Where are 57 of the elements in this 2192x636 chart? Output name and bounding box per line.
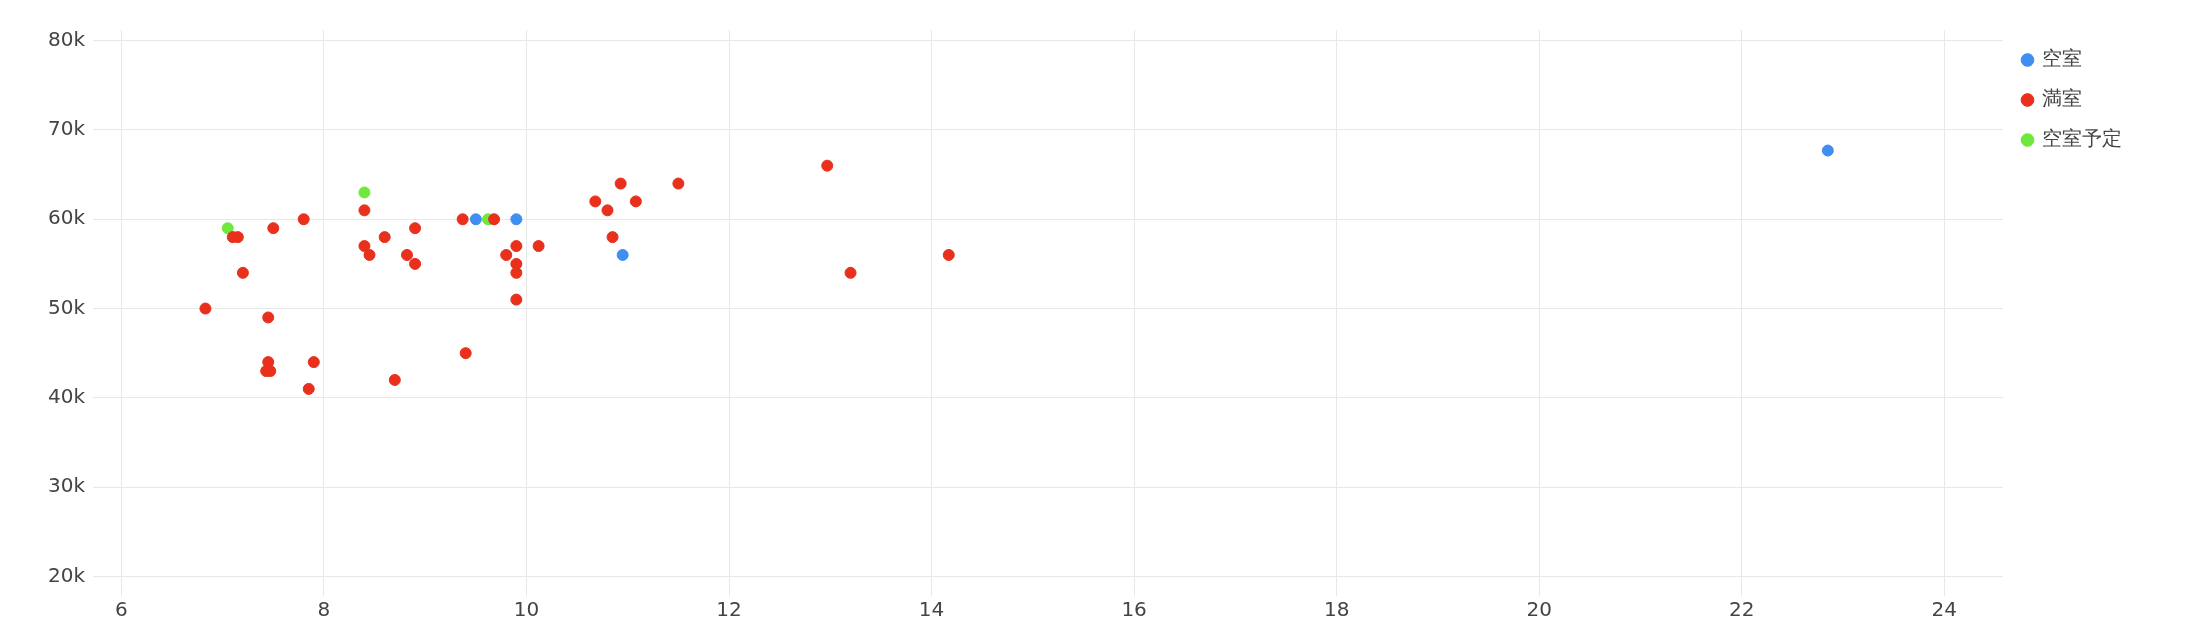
y-tick-label: 70k bbox=[48, 116, 86, 141]
point bbox=[307, 356, 320, 369]
point bbox=[500, 248, 513, 261]
x-tick-label: 22 bbox=[1728, 597, 1755, 622]
x-tick-label: 12 bbox=[716, 597, 742, 622]
point bbox=[400, 248, 413, 261]
point bbox=[409, 222, 422, 235]
point bbox=[262, 311, 275, 324]
point bbox=[358, 240, 371, 253]
point bbox=[614, 177, 627, 190]
x-tick-label: 18 bbox=[1323, 597, 1350, 622]
y-tick-label: 30k bbox=[48, 473, 86, 498]
x-tick-label: 20 bbox=[1526, 597, 1552, 622]
point bbox=[1821, 144, 1834, 157]
point bbox=[510, 293, 523, 306]
point bbox=[459, 347, 472, 360]
point bbox=[942, 248, 955, 261]
x-tick-label: 24 bbox=[1931, 597, 1957, 622]
point bbox=[821, 159, 834, 172]
x-tick-label: 8 bbox=[317, 597, 331, 622]
y-tick-label: 60k bbox=[48, 205, 86, 230]
x-tick-label: 14 bbox=[918, 597, 945, 622]
point bbox=[672, 177, 685, 190]
y-tick-label: 40k bbox=[48, 384, 86, 409]
point bbox=[488, 213, 501, 226]
point bbox=[844, 266, 857, 279]
point bbox=[510, 240, 523, 253]
point bbox=[409, 257, 422, 270]
point bbox=[358, 204, 371, 217]
y-tick-label: 80k bbox=[48, 26, 86, 51]
point bbox=[532, 240, 545, 253]
legend-label: 満室 bbox=[2042, 86, 2082, 111]
point bbox=[388, 373, 401, 386]
x-tick-label: 16 bbox=[1121, 597, 1147, 622]
point bbox=[302, 382, 315, 395]
legend-label: 空室予定 bbox=[2042, 126, 2122, 151]
point bbox=[510, 213, 523, 226]
x-tick-label: 10 bbox=[513, 597, 540, 622]
point bbox=[616, 248, 629, 261]
point bbox=[363, 248, 376, 261]
point bbox=[606, 231, 619, 244]
point bbox=[629, 195, 642, 208]
point bbox=[601, 204, 614, 217]
point bbox=[469, 213, 482, 226]
point bbox=[297, 213, 310, 226]
point bbox=[358, 186, 371, 199]
point bbox=[267, 222, 280, 235]
point bbox=[236, 266, 249, 279]
y-tick-label: 20k bbox=[48, 562, 86, 587]
legend-label: 空室 bbox=[2042, 46, 2082, 71]
point bbox=[456, 213, 469, 226]
point bbox=[589, 195, 602, 208]
point bbox=[221, 222, 234, 235]
y-tick-label: 50k bbox=[48, 294, 86, 319]
x-tick-label: 6 bbox=[115, 597, 128, 622]
point bbox=[378, 231, 391, 244]
point bbox=[199, 302, 212, 315]
